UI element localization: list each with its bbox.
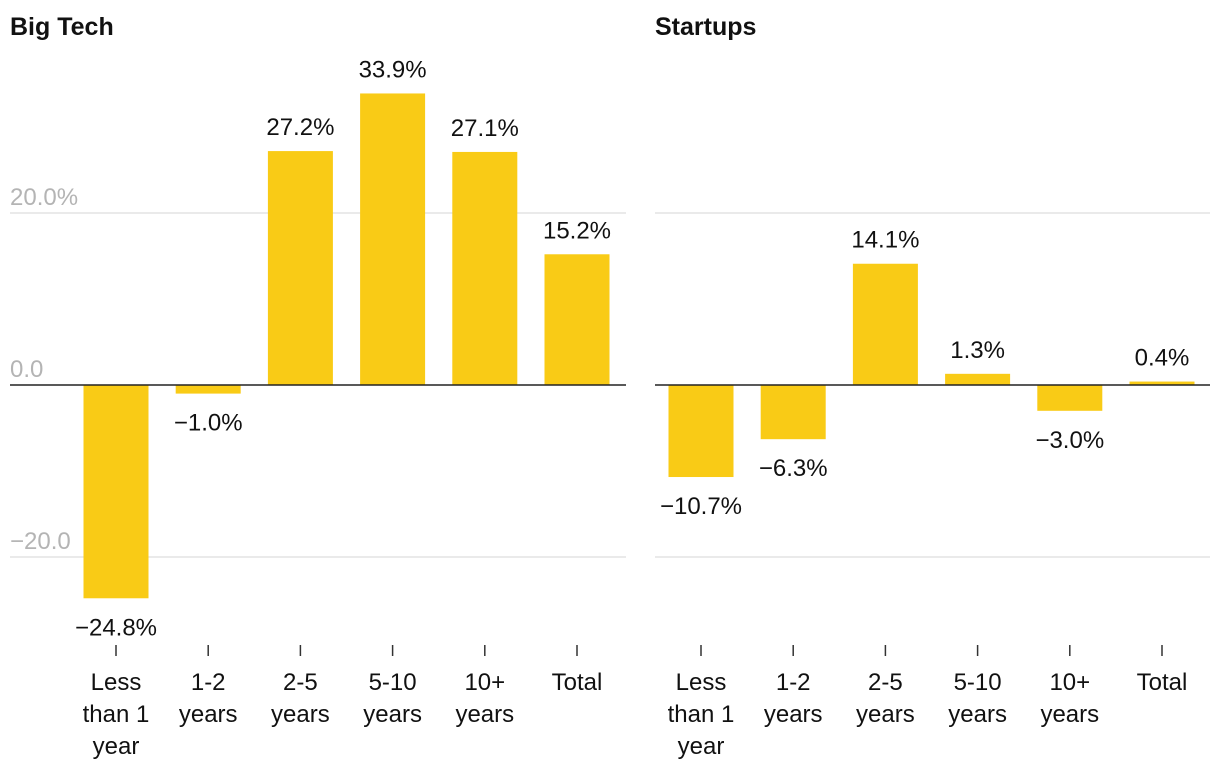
y-tick-label: −20.0 [10, 528, 71, 555]
data-label: 33.9% [359, 56, 427, 83]
bar [1037, 385, 1103, 411]
x-category-label: 2-5 years [271, 669, 330, 728]
x-category-label-line: 2-5 [283, 669, 318, 696]
x-category-label-line: 1-2 [191, 669, 226, 696]
data-label: 0.4% [1135, 345, 1190, 372]
x-category-label: 10+ years [455, 669, 514, 728]
data-label: 15.2% [543, 217, 611, 244]
x-category-label: 5-10 years [948, 669, 1007, 728]
data-label: 1.3% [950, 337, 1005, 364]
x-category-label-line: year [678, 733, 725, 760]
bar [267, 151, 333, 385]
x-category-label-line: 2-5 [868, 669, 903, 696]
bar [760, 385, 826, 440]
bar [852, 263, 918, 385]
x-category-label-line: Less [676, 669, 727, 696]
y-tick-label: 0.0 [10, 356, 43, 383]
x-category-label-line: years [1040, 701, 1099, 728]
data-label: 27.1% [451, 115, 519, 142]
data-label: −24.8% [75, 614, 157, 641]
x-category-label: Less than 1 year [668, 669, 735, 760]
x-category-label-line: than 1 [668, 701, 735, 728]
bar [175, 385, 241, 394]
bar [83, 385, 149, 599]
data-label: 27.2% [266, 114, 334, 141]
data-label: 14.1% [851, 227, 919, 254]
x-category-label-line: years [363, 701, 422, 728]
x-category-label-line: 10+ [1049, 669, 1090, 696]
bar [360, 93, 426, 386]
x-category-label-line: 5-10 [369, 669, 417, 696]
bar [452, 151, 518, 385]
chart-panel-0: Big Tech 20.0% 0.0 −20.0 −24.8% −1.0% 27.2% 33.… [10, 13, 626, 760]
x-category-label: 1-2 years [764, 669, 823, 728]
chart-panel-1: Startups −10.7% −6.3% 14.1% 1.3% −3.0% 0.4% Les… [655, 13, 1210, 760]
x-category-label-line: years [856, 701, 915, 728]
x-category-label: 2-5 years [856, 669, 915, 728]
x-category-label-line: year [93, 733, 140, 760]
bar [945, 373, 1011, 385]
x-category-label-line: 1-2 [776, 669, 811, 696]
x-category-label: 10+ years [1040, 669, 1099, 728]
x-category-label-line: Total [1137, 669, 1188, 696]
x-category-label-line: years [179, 701, 238, 728]
x-category-label-line: than 1 [83, 701, 150, 728]
panel-title: Startups [655, 13, 756, 41]
bar [1129, 381, 1195, 385]
x-category-label: 5-10 years [363, 669, 422, 728]
data-label: −10.7% [660, 493, 742, 520]
x-category-label-line: 10+ [464, 669, 505, 696]
panel-title: Big Tech [10, 13, 114, 41]
x-category-label: 1-2 years [179, 669, 238, 728]
data-label: −3.0% [1035, 427, 1104, 454]
x-category-label-line: years [948, 701, 1007, 728]
x-category-label: Total [1137, 669, 1188, 696]
data-label: −6.3% [759, 455, 828, 482]
bar [668, 385, 734, 478]
x-category-label-line: years [271, 701, 330, 728]
x-category-label: Less than 1 year [83, 669, 150, 760]
y-tick-label: 20.0% [10, 184, 78, 211]
x-category-label-line: 5-10 [954, 669, 1002, 696]
bar [544, 254, 610, 385]
data-label: −1.0% [174, 410, 243, 437]
x-category-label: Total [552, 669, 603, 696]
x-category-label-line: years [455, 701, 514, 728]
x-category-label-line: years [764, 701, 823, 728]
x-category-label-line: Less [91, 669, 142, 696]
x-category-label-line: Total [552, 669, 603, 696]
